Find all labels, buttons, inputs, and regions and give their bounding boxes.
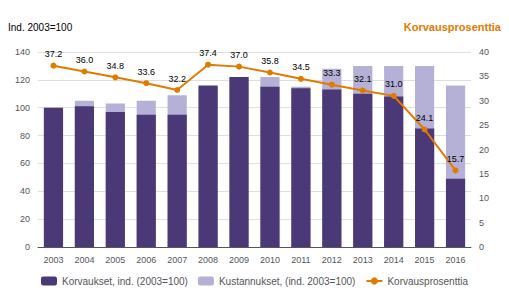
svg-text:2009: 2009 bbox=[229, 255, 249, 265]
svg-text:Korvausprosenttia: Korvausprosenttia bbox=[387, 276, 468, 287]
svg-text:37.4: 37.4 bbox=[199, 48, 217, 58]
svg-text:34.5: 34.5 bbox=[292, 62, 310, 72]
svg-text:2013: 2013 bbox=[353, 255, 373, 265]
svg-text:35: 35 bbox=[479, 71, 489, 81]
svg-text:2006: 2006 bbox=[136, 255, 156, 265]
svg-text:0: 0 bbox=[479, 242, 484, 252]
svg-text:40: 40 bbox=[479, 47, 489, 57]
svg-text:140: 140 bbox=[15, 47, 30, 57]
svg-text:2015: 2015 bbox=[415, 255, 435, 265]
svg-text:32.1: 32.1 bbox=[354, 74, 372, 84]
svg-text:2014: 2014 bbox=[384, 255, 404, 265]
svg-text:20: 20 bbox=[479, 145, 489, 155]
svg-text:37.0: 37.0 bbox=[230, 50, 248, 60]
svg-text:20: 20 bbox=[20, 214, 30, 224]
svg-text:30: 30 bbox=[479, 96, 489, 106]
svg-text:34.8: 34.8 bbox=[107, 61, 125, 71]
svg-text:0: 0 bbox=[25, 242, 30, 252]
svg-text:120: 120 bbox=[15, 75, 30, 85]
svg-text:2004: 2004 bbox=[74, 255, 94, 265]
svg-text:2016: 2016 bbox=[446, 255, 466, 265]
svg-text:100: 100 bbox=[15, 103, 30, 113]
svg-text:2003: 2003 bbox=[43, 255, 63, 265]
svg-text:80: 80 bbox=[20, 131, 30, 141]
svg-text:32.2: 32.2 bbox=[168, 74, 186, 84]
svg-text:2008: 2008 bbox=[198, 255, 218, 265]
svg-text:2007: 2007 bbox=[167, 255, 187, 265]
svg-text:15.7: 15.7 bbox=[447, 154, 465, 164]
svg-text:24.1: 24.1 bbox=[416, 113, 434, 123]
svg-text:Korvaukset, ind. (2003=100): Korvaukset, ind. (2003=100) bbox=[62, 276, 188, 287]
svg-text:Kustannukset, (ind. 2003=100): Kustannukset, (ind. 2003=100) bbox=[219, 276, 355, 287]
svg-text:37.2: 37.2 bbox=[45, 49, 63, 59]
svg-text:2010: 2010 bbox=[260, 255, 280, 265]
svg-text:10: 10 bbox=[479, 193, 489, 203]
svg-text:Ind. 2003=100: Ind. 2003=100 bbox=[8, 22, 73, 33]
svg-text:2011: 2011 bbox=[291, 255, 310, 265]
svg-text:5: 5 bbox=[479, 218, 484, 228]
svg-text:60: 60 bbox=[20, 158, 30, 168]
svg-text:40: 40 bbox=[20, 186, 30, 196]
svg-text:35.8: 35.8 bbox=[261, 56, 279, 66]
svg-text:2005: 2005 bbox=[105, 255, 125, 265]
svg-text:25: 25 bbox=[479, 120, 489, 130]
svg-text:33.3: 33.3 bbox=[323, 68, 341, 78]
svg-text:31.0: 31.0 bbox=[385, 79, 403, 89]
svg-text:Korvausprosenttia: Korvausprosenttia bbox=[404, 21, 502, 33]
svg-text:15: 15 bbox=[479, 169, 489, 179]
svg-text:33.6: 33.6 bbox=[137, 67, 155, 77]
svg-text:36.0: 36.0 bbox=[76, 55, 94, 65]
svg-text:2012: 2012 bbox=[322, 255, 342, 265]
